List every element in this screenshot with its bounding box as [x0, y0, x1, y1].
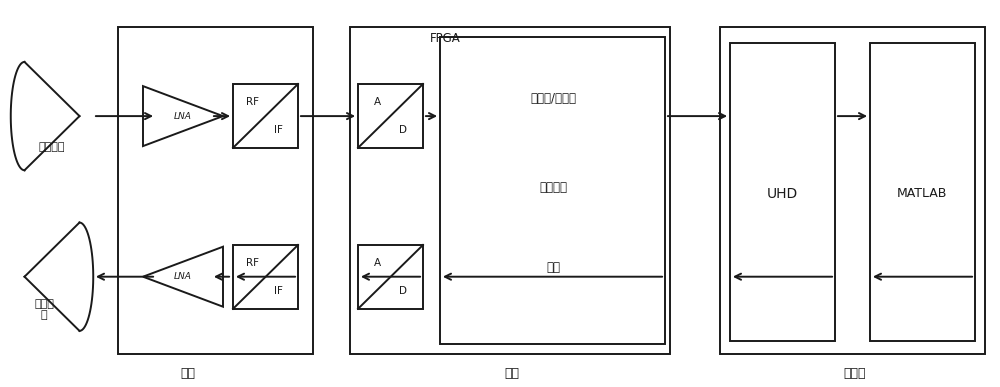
Text: IF: IF — [274, 125, 283, 135]
Bar — [720, 27, 985, 354]
Bar — [233, 245, 298, 309]
Bar — [118, 27, 313, 354]
Text: UHD: UHD — [766, 187, 798, 200]
Bar — [358, 84, 423, 148]
Bar — [233, 84, 298, 148]
Text: A: A — [374, 258, 381, 268]
Text: D: D — [399, 286, 408, 296]
Text: 接收天线: 接收天线 — [39, 142, 65, 152]
Text: LNA: LNA — [174, 272, 192, 281]
Text: FPGA: FPGA — [430, 32, 461, 45]
Bar — [350, 27, 670, 354]
Text: A: A — [374, 97, 381, 107]
Text: LNA: LNA — [174, 111, 192, 121]
Text: 速率转换: 速率转换 — [539, 181, 567, 194]
Text: 发射天
线: 发射天 线 — [34, 299, 54, 320]
Text: D: D — [399, 125, 408, 135]
Bar — [870, 43, 975, 341]
Bar — [440, 37, 665, 344]
Text: 信号上/下采样: 信号上/下采样 — [530, 92, 576, 105]
Text: RF: RF — [246, 97, 259, 107]
Bar — [358, 245, 423, 309]
Text: 定时: 定时 — [546, 260, 560, 274]
Text: 子板: 子板 — [180, 367, 196, 380]
Text: RF: RF — [246, 258, 259, 268]
Text: IF: IF — [274, 286, 283, 296]
Bar — [730, 43, 835, 341]
Text: MATLAB: MATLAB — [897, 187, 947, 200]
Text: 计算机: 计算机 — [844, 367, 866, 380]
Text: 母板: 母板 — [505, 367, 520, 380]
